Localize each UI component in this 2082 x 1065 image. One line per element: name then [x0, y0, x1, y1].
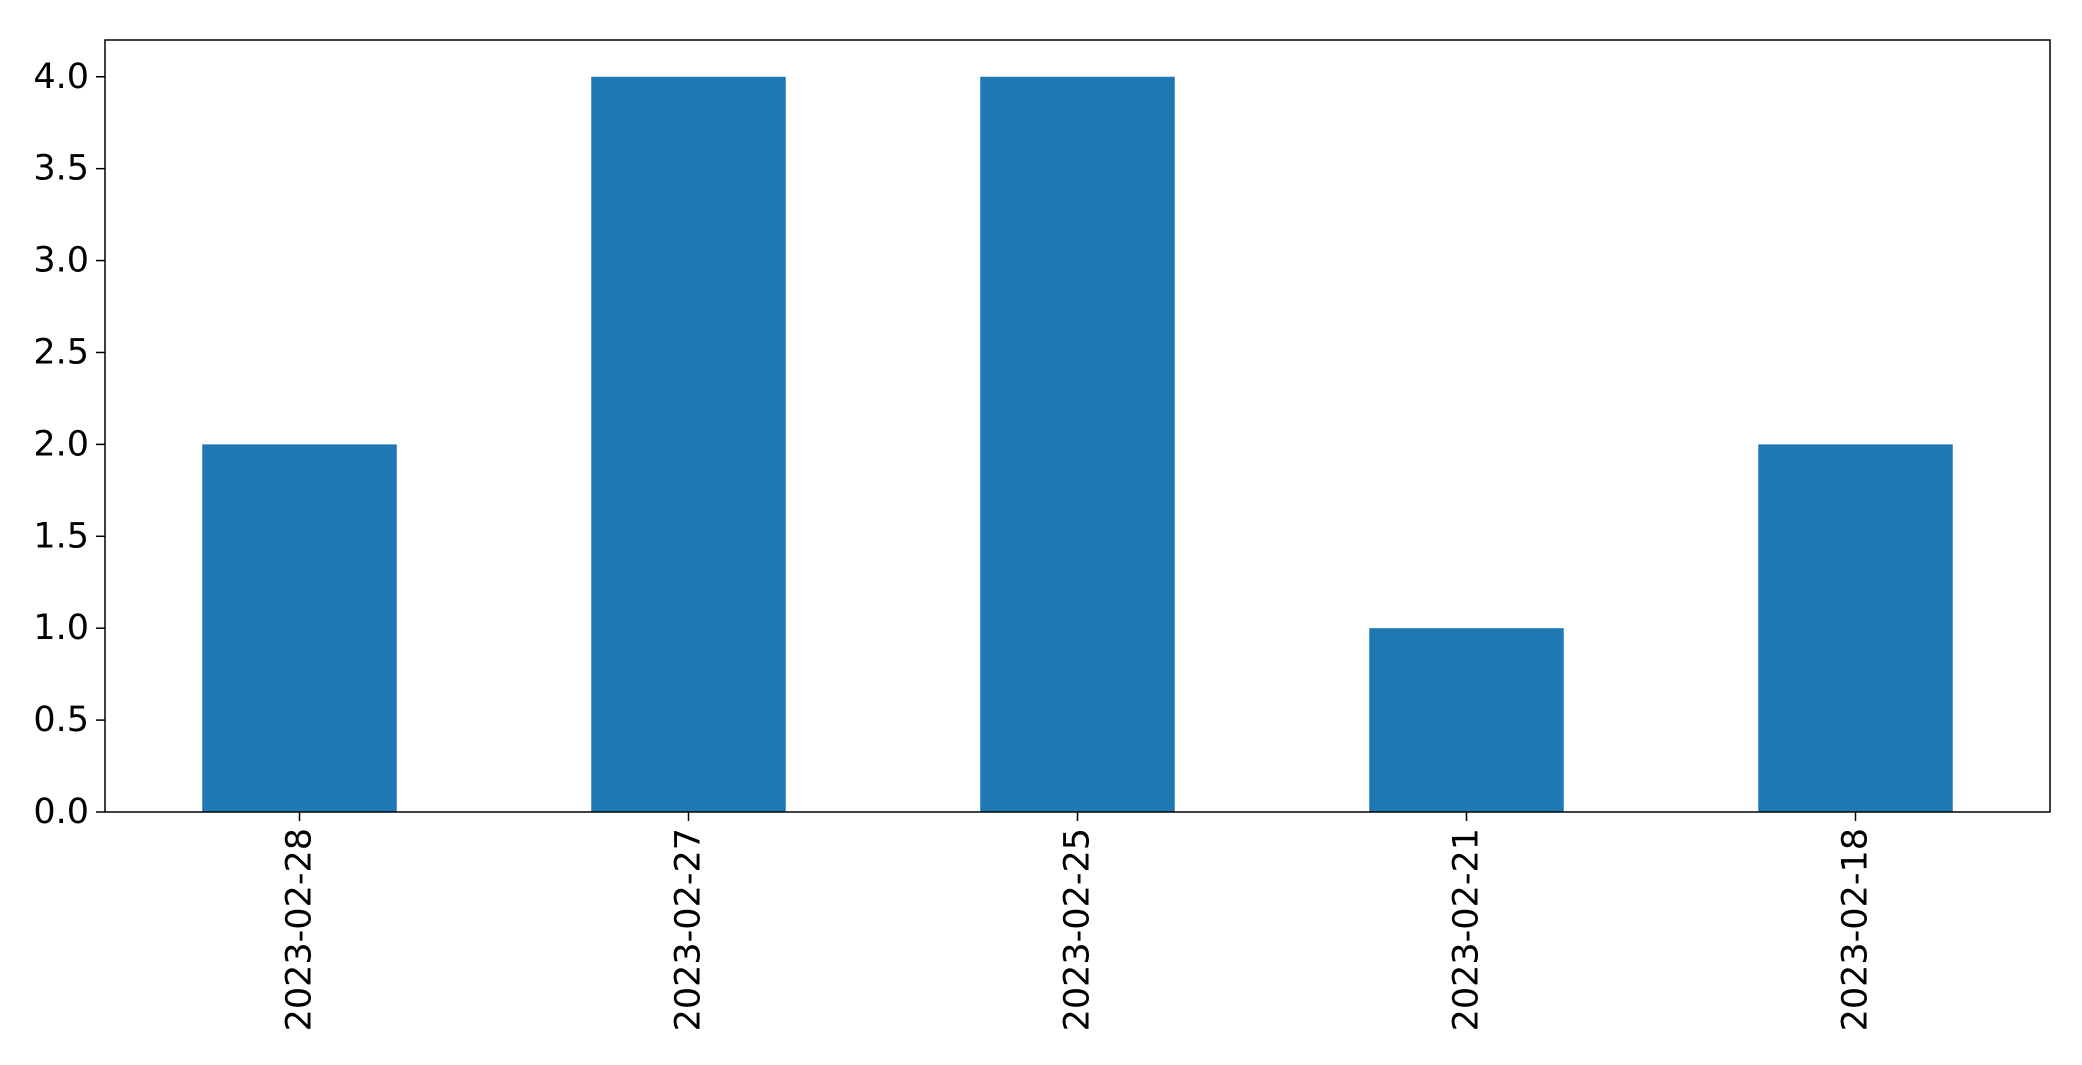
- y-tick-label: 0.5: [33, 700, 89, 740]
- y-tick-label: 2.0: [33, 424, 89, 464]
- bar-2023-02-28: [202, 444, 397, 812]
- bars-layer: [202, 76, 1953, 812]
- x-tick-label: 2023-02-25: [1058, 828, 1098, 1031]
- y-tick-label: 3.0: [33, 241, 89, 281]
- x-tick-label: 2023-02-21: [1447, 828, 1487, 1031]
- x-tick-label: 2023-02-27: [669, 828, 709, 1031]
- y-tick-label: 2.5: [33, 332, 89, 372]
- bar-2023-02-25: [980, 76, 1175, 812]
- y-tick-label: 3.5: [33, 149, 89, 189]
- x-tick-label: 2023-02-28: [280, 828, 320, 1031]
- bar-2023-02-21: [1369, 628, 1564, 812]
- y-tick-label: 0.0: [33, 792, 89, 832]
- y-tick-label: 1.0: [33, 608, 89, 648]
- ticks-layer: 0.0 0.5 1.0 1.5 2.0 2.5 3.0 3.5 4.0 2023-02-28 202…: [33, 57, 1875, 1032]
- bar-2023-02-27: [591, 76, 786, 812]
- x-tick-label: 2023-02-18: [1836, 828, 1876, 1031]
- bar-2023-02-18: [1758, 444, 1953, 812]
- y-tick-label: 1.5: [33, 516, 89, 556]
- y-tick-label: 4.0: [33, 57, 89, 97]
